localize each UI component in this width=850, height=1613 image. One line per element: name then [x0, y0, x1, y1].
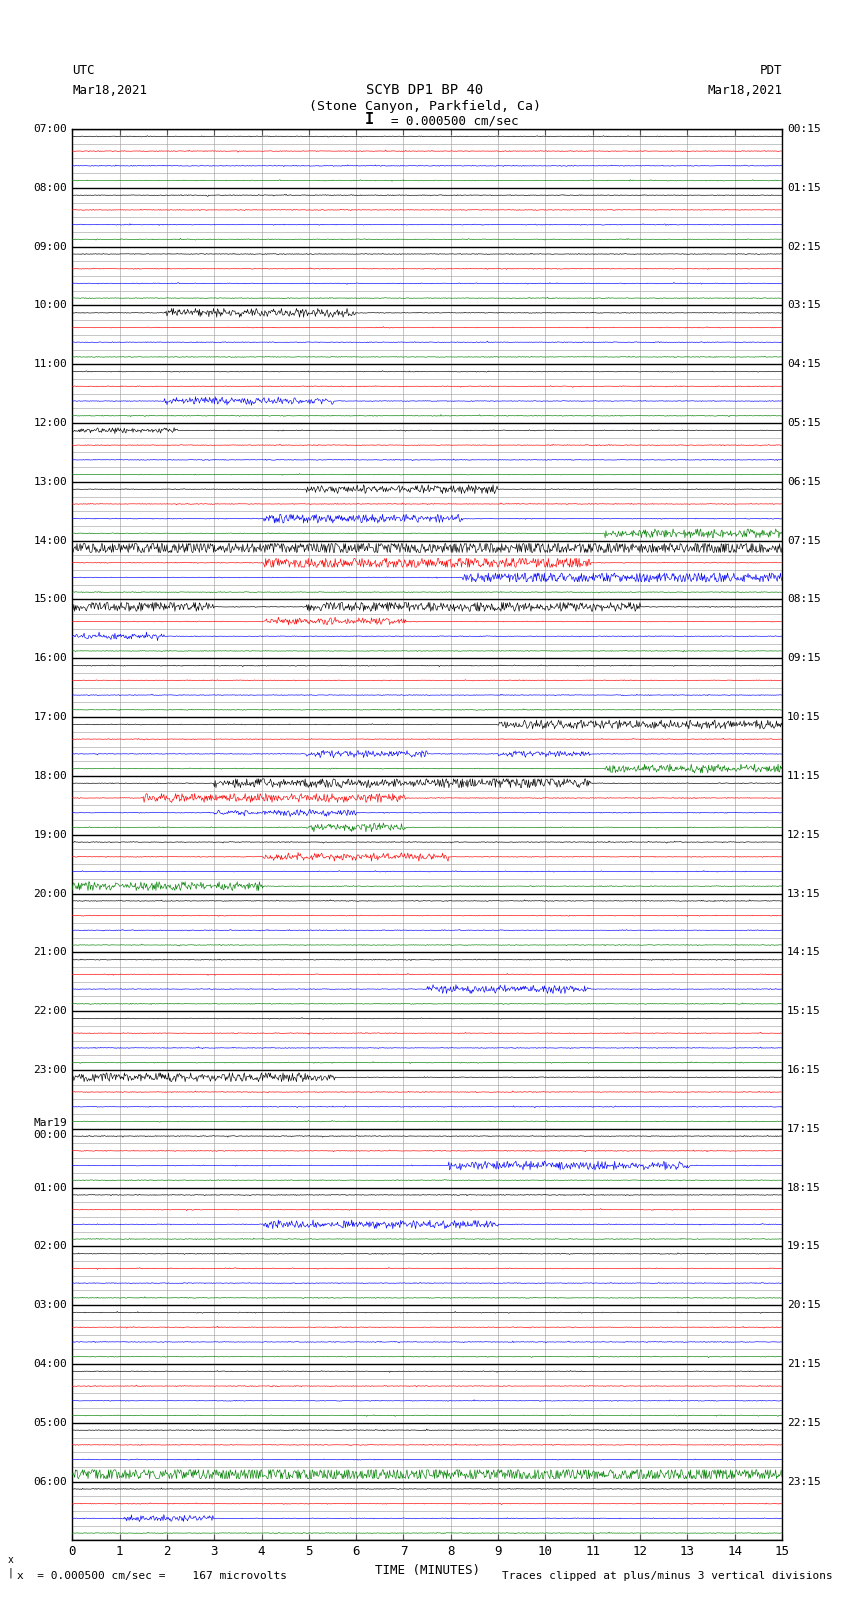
Text: 01:15: 01:15	[787, 182, 821, 194]
Text: 03:15: 03:15	[787, 300, 821, 310]
Text: 10:15: 10:15	[787, 711, 821, 723]
Text: 19:15: 19:15	[787, 1242, 821, 1252]
Text: 08:15: 08:15	[787, 595, 821, 605]
Text: SCYB DP1 BP 40: SCYB DP1 BP 40	[366, 82, 484, 97]
Text: 18:15: 18:15	[787, 1182, 821, 1192]
Text: 10:00: 10:00	[33, 300, 67, 310]
Text: x  = 0.000500 cm/sec =    167 microvolts: x = 0.000500 cm/sec = 167 microvolts	[17, 1571, 287, 1581]
Text: 20:15: 20:15	[787, 1300, 821, 1310]
Text: 14:15: 14:15	[787, 947, 821, 958]
Text: I: I	[366, 113, 374, 127]
Text: 14:00: 14:00	[33, 536, 67, 545]
Text: 21:00: 21:00	[33, 947, 67, 958]
Text: 07:15: 07:15	[787, 536, 821, 545]
Text: 13:00: 13:00	[33, 477, 67, 487]
Text: x
|: x |	[8, 1555, 13, 1578]
Text: 16:00: 16:00	[33, 653, 67, 663]
Text: 02:15: 02:15	[787, 242, 821, 252]
Text: 21:15: 21:15	[787, 1360, 821, 1369]
Text: 16:15: 16:15	[787, 1065, 821, 1074]
Text: 12:00: 12:00	[33, 418, 67, 427]
Text: 00:15: 00:15	[787, 124, 821, 134]
Text: 11:15: 11:15	[787, 771, 821, 781]
Text: 17:00: 17:00	[33, 711, 67, 723]
Text: PDT: PDT	[760, 65, 782, 77]
Text: = 0.000500 cm/sec: = 0.000500 cm/sec	[391, 115, 518, 127]
Text: 20:00: 20:00	[33, 889, 67, 898]
X-axis label: TIME (MINUTES): TIME (MINUTES)	[375, 1565, 479, 1578]
Text: 04:15: 04:15	[787, 360, 821, 369]
Text: 09:15: 09:15	[787, 653, 821, 663]
Text: 02:00: 02:00	[33, 1242, 67, 1252]
Text: Traces clipped at plus/minus 3 vertical divisions: Traces clipped at plus/minus 3 vertical …	[502, 1571, 833, 1581]
Text: 12:15: 12:15	[787, 829, 821, 840]
Text: UTC: UTC	[72, 65, 94, 77]
Text: 05:15: 05:15	[787, 418, 821, 427]
Text: 05:00: 05:00	[33, 1418, 67, 1428]
Text: 15:00: 15:00	[33, 595, 67, 605]
Text: 06:00: 06:00	[33, 1476, 67, 1487]
Text: (Stone Canyon, Parkfield, Ca): (Stone Canyon, Parkfield, Ca)	[309, 100, 541, 113]
Text: Mar18,2021: Mar18,2021	[707, 84, 782, 97]
Text: 04:00: 04:00	[33, 1360, 67, 1369]
Text: 19:00: 19:00	[33, 829, 67, 840]
Text: 03:00: 03:00	[33, 1300, 67, 1310]
Text: 11:00: 11:00	[33, 360, 67, 369]
Text: Mar19
00:00: Mar19 00:00	[33, 1118, 67, 1139]
Text: 06:15: 06:15	[787, 477, 821, 487]
Text: 09:00: 09:00	[33, 242, 67, 252]
Text: 23:15: 23:15	[787, 1476, 821, 1487]
Text: 22:15: 22:15	[787, 1418, 821, 1428]
Text: 07:00: 07:00	[33, 124, 67, 134]
Text: 18:00: 18:00	[33, 771, 67, 781]
Text: 15:15: 15:15	[787, 1007, 821, 1016]
Text: 23:00: 23:00	[33, 1065, 67, 1074]
Text: 22:00: 22:00	[33, 1007, 67, 1016]
Text: 17:15: 17:15	[787, 1124, 821, 1134]
Text: 01:00: 01:00	[33, 1182, 67, 1192]
Text: 08:00: 08:00	[33, 182, 67, 194]
Text: 13:15: 13:15	[787, 889, 821, 898]
Text: Mar18,2021: Mar18,2021	[72, 84, 147, 97]
